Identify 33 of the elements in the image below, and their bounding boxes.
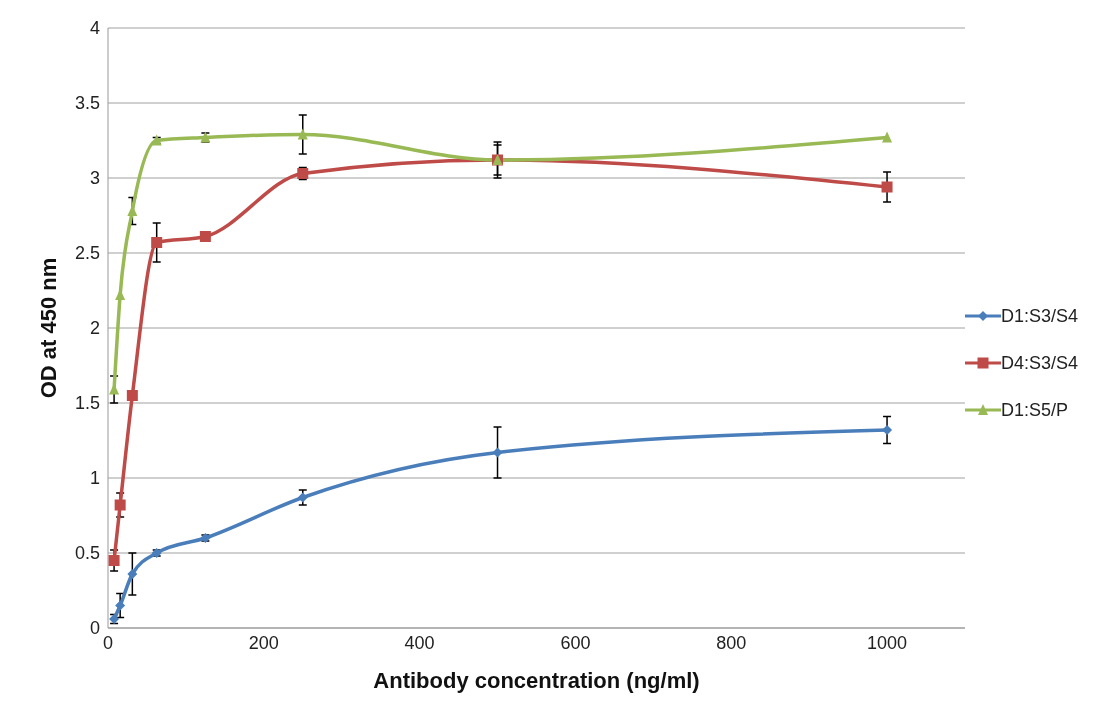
legend-label: D1:S3/S4 — [1000, 305, 1078, 327]
point — [127, 569, 138, 579]
y-tick-label: 3.5 — [74, 93, 100, 114]
x-tick-label: 200 — [248, 632, 279, 653]
legend-label: D1:S5/P — [1000, 399, 1068, 421]
y-tick-label: 1 — [89, 468, 100, 489]
point — [882, 131, 893, 143]
y-tick-label: 2 — [89, 318, 100, 339]
point — [151, 237, 163, 248]
point — [199, 231, 211, 242]
point — [297, 128, 308, 140]
y-tick-label: 4 — [89, 18, 100, 39]
x-tick-label: 800 — [716, 632, 747, 653]
point — [882, 425, 893, 435]
point — [127, 205, 138, 216]
y-axis-title: OD at 450 nm — [35, 257, 61, 399]
x-tick-label: 0 — [102, 632, 114, 653]
y-tick-label: 1.5 — [74, 393, 100, 414]
legend-label: D4:S3/S4 — [1000, 352, 1078, 374]
y-tick-label: 0.5 — [74, 543, 100, 564]
x-tick-label: 1000 — [867, 632, 908, 653]
point — [114, 499, 126, 511]
point — [108, 555, 120, 566]
point — [115, 600, 126, 611]
point — [881, 181, 893, 193]
x-tick-label: 400 — [404, 632, 435, 653]
x-axis-title: Antibody concentration (ng/ml) — [373, 668, 700, 693]
point — [492, 447, 503, 458]
x-tick-label: 600 — [560, 632, 591, 653]
y-tick-label: 2.5 — [74, 243, 100, 264]
y-tick-label: 0 — [89, 618, 100, 639]
point — [126, 390, 138, 401]
y-tick-label: 3 — [89, 168, 100, 189]
